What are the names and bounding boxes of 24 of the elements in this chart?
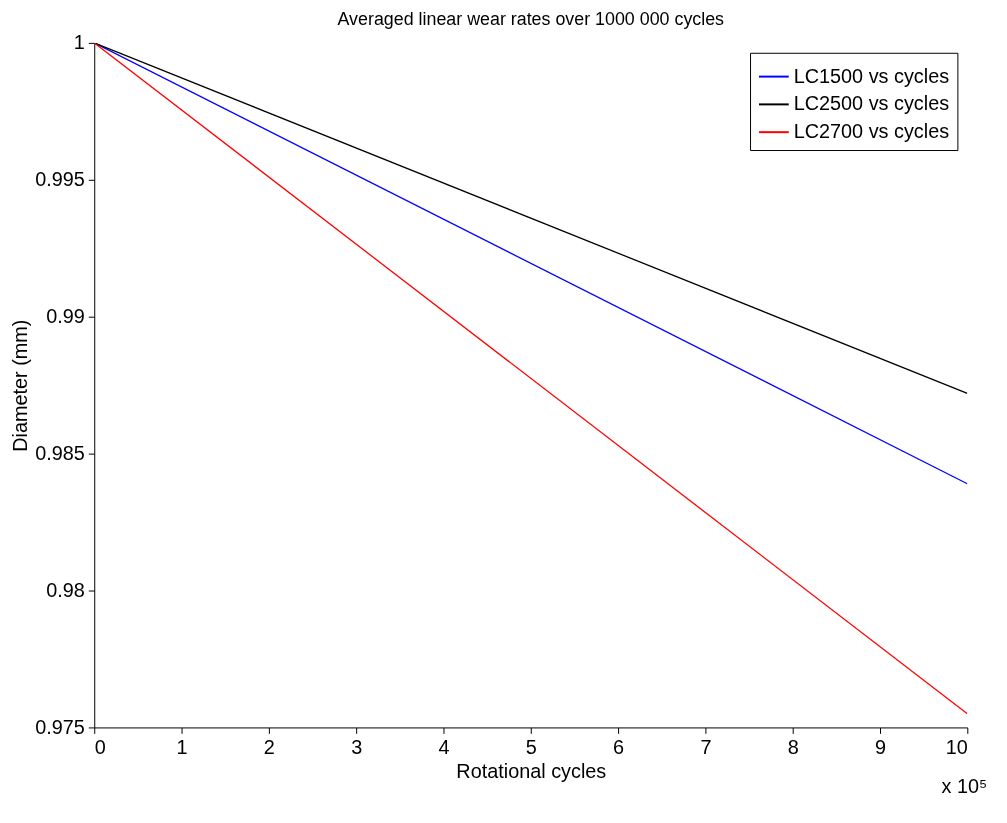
x-tick-label: 7 [700,735,712,758]
x-axis-title: Rotational cycles [456,759,607,782]
x-tick-label: 0 [94,735,106,758]
chart-title: Averaged linear wear rates over 1000 000 cycles [337,9,725,30]
y-tick-label: 0.995 [35,168,85,191]
x-tick-label: 2 [263,735,275,758]
y-axis-title: Diameter (mm) [9,319,32,452]
text: x 10⁵ [941,774,988,797]
y-tick-label: 0.975 [35,715,85,738]
x-tick-label: 1 [176,735,188,758]
y-tick-label: 0.98 [46,578,85,601]
y-tick-label: 1 [73,31,85,54]
legend-label: LC2700 vs cycles [793,120,950,143]
x-tick-label: 9 [874,735,887,758]
x-tick-label: 3 [351,735,363,758]
x-tick-label: 10 [945,735,968,758]
y-tick-label: 0.985 [35,442,85,465]
y-tick-label: 0.99 [46,305,85,328]
legend-label: LC1500 vs cycles [793,64,950,87]
x-tick-label: 4 [438,735,450,758]
legend-label: LC2500 vs cycles [793,92,950,115]
x-tick-label: 5 [525,735,537,758]
x-tick-label: 8 [787,735,799,758]
x-tick-label: 6 [613,735,625,758]
